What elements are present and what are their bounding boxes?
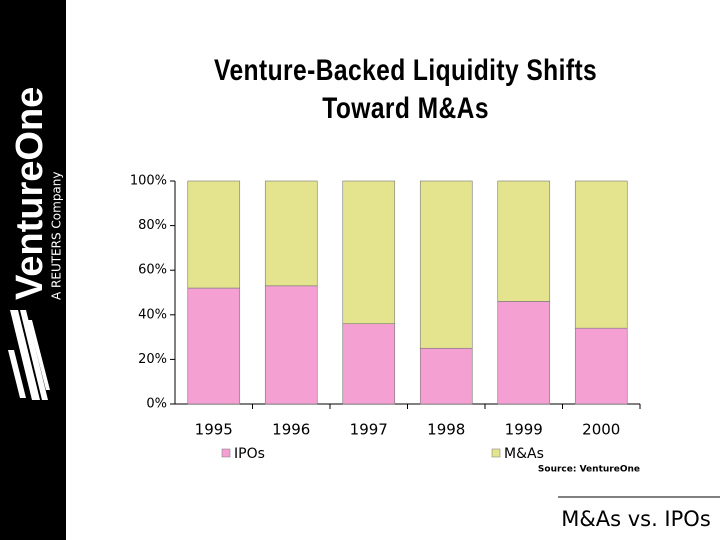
legend-label: M&As bbox=[504, 446, 544, 462]
bar-segment bbox=[187, 180, 241, 289]
legend-label: IPOs bbox=[234, 446, 265, 462]
y-tick-label: 60% bbox=[138, 263, 167, 278]
brand-tagline: A REUTERS Company bbox=[50, 172, 64, 301]
y-tick-label: 100% bbox=[130, 174, 167, 189]
x-tick-label: 1995 bbox=[195, 421, 233, 439]
bar-segment bbox=[187, 287, 241, 405]
legend-swatch bbox=[491, 448, 501, 458]
x-tick-label: 1997 bbox=[350, 421, 388, 439]
x-tick-label: 1996 bbox=[272, 421, 310, 439]
bar-segment bbox=[342, 323, 396, 405]
source: Source: VentureOne bbox=[538, 465, 640, 475]
bar-segment bbox=[419, 180, 473, 349]
x-tick-label: 1999 bbox=[505, 421, 543, 439]
bar-segment bbox=[497, 301, 551, 405]
brand-name: VentureOne bbox=[9, 87, 51, 300]
logo-stripes bbox=[8, 310, 50, 400]
bar-segment bbox=[419, 347, 473, 405]
bar-segment bbox=[264, 285, 318, 405]
y-tick-label: 20% bbox=[138, 352, 167, 367]
bar-segment bbox=[574, 180, 628, 329]
bar-segment bbox=[574, 327, 628, 405]
bar-segment bbox=[497, 180, 551, 302]
x-tick-label: 1998 bbox=[427, 421, 465, 439]
footer-text: M&As vs. IPOs bbox=[561, 507, 711, 531]
x-tick-label: 2000 bbox=[582, 421, 620, 439]
y-tick-label: 40% bbox=[138, 307, 167, 322]
bar-segment bbox=[264, 180, 318, 287]
y-tick-label: 0% bbox=[146, 397, 167, 412]
y-tick-label: 80% bbox=[138, 218, 167, 233]
bar-segment bbox=[342, 180, 396, 325]
legend-swatch bbox=[221, 448, 231, 458]
chart-title: Venture-Backed Liquidity Shifts Toward M… bbox=[214, 54, 598, 125]
sidebar bbox=[0, 0, 66, 540]
